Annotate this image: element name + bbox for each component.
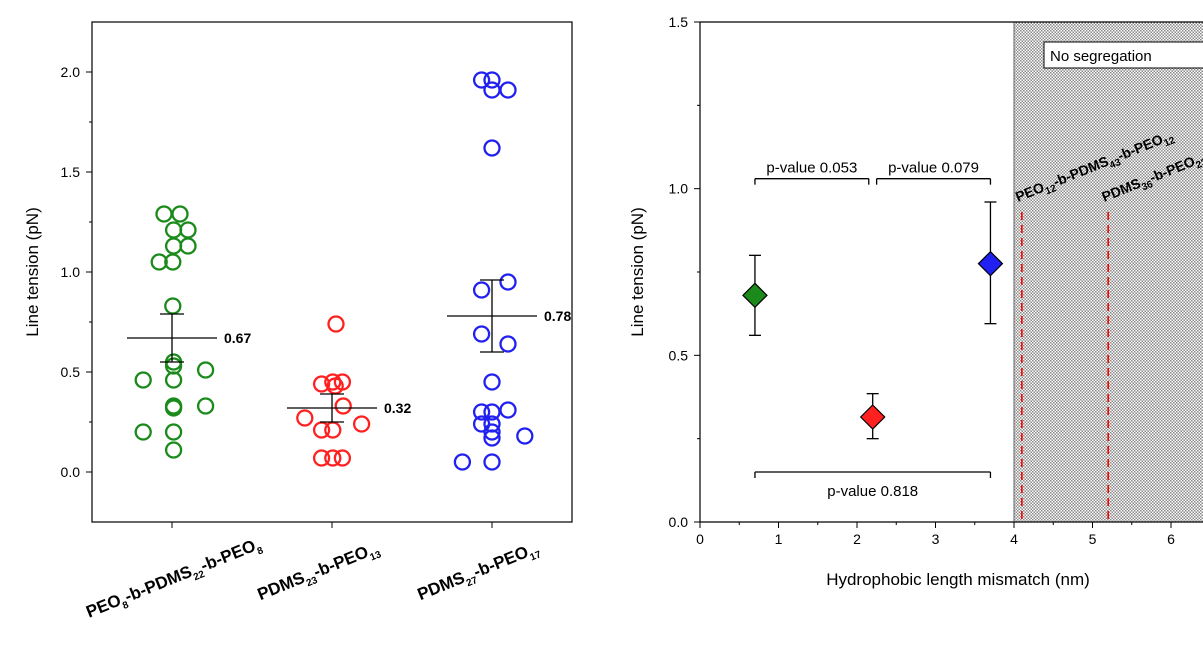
data-point [296,409,314,427]
right-y-tick-label: 1.0 [669,181,689,197]
data-point [164,221,183,239]
left-y-tick-label: 2.0 [61,64,81,80]
right-x-tick-label: 3 [932,531,940,547]
data-point [483,453,501,471]
data-point [472,325,491,343]
category-label: PEO8-b-PDMS22-b-PEO8 [83,534,265,625]
mean-value-label: 0.67 [224,330,251,346]
data-point [171,205,189,223]
right-y-axis-label: Line tension (pN) [628,207,647,336]
left-y-tick-label: 1.5 [61,164,81,180]
data-point [483,139,501,157]
data-point [472,281,491,299]
data-point [150,253,168,271]
category-label: PDMS23-b-PEO13 [255,538,384,608]
right-y-tick-label: 0.5 [669,347,689,363]
data-point [483,373,501,391]
right-y-tick-label: 1.5 [669,14,689,30]
p-value-label: p-value 0.079 [888,160,979,177]
data-point [483,71,501,89]
data-point [312,449,331,467]
data-point [516,427,534,445]
data-point [499,81,517,99]
data-point [155,205,173,223]
right-x-tick-label: 4 [1010,531,1018,547]
data-point [134,423,152,441]
data-point [327,315,345,333]
data-point [164,253,182,271]
diamond-marker [742,282,768,309]
right-x-tick-label: 1 [775,531,783,547]
left-y-tick-label: 0.0 [61,464,81,480]
data-point [499,335,517,353]
diamond-marker [859,404,886,430]
data-point [453,453,472,471]
left-y-tick-label: 0.5 [61,364,81,380]
data-point [472,71,491,89]
data-point [352,415,371,433]
no-segregation-box [1043,41,1203,69]
mean-value-label: 0.32 [384,400,411,416]
data-point [179,221,197,239]
data-point [134,371,152,389]
no-segregation-label: No segregation [1050,48,1152,65]
data-point [324,449,342,467]
data-point [472,403,491,421]
data-point [164,371,183,389]
p-value-label: p-value 0.053 [766,160,857,177]
data-point [483,429,501,447]
data-point [499,401,517,419]
right-y-tick-label: 0.0 [669,514,689,530]
data-point [179,237,197,255]
data-point [499,273,517,291]
right-x-tick-label: 0 [696,531,704,547]
data-point [164,237,183,255]
data-point [334,397,352,415]
data-point [196,397,215,415]
data-point [333,449,352,467]
left-plot-frame [91,21,573,523]
data-point [483,423,501,441]
category-label: PDMS27-b-PEO17 [415,538,544,608]
left-y-tick-label: 1.0 [61,264,81,280]
right-x-axis-label: Hydrophobic length mismatch (nm) [826,570,1090,589]
p-value-label: p-value 0.818 [827,483,918,500]
diamond-marker [977,250,1004,277]
data-point [483,81,501,99]
data-point [164,399,183,417]
data-point [164,297,182,315]
data-point [164,423,183,441]
data-point [483,403,501,421]
data-point [324,421,342,439]
right-x-tick-label: 5 [1089,531,1097,547]
right-x-tick-label: 2 [853,531,861,547]
mean-value-label: 0.78 [544,308,571,324]
left-y-axis-label: Line tension (pN) [23,207,42,336]
data-point [164,441,183,459]
left-panel: 0.0 0.5 1.0 1.5 2.0 Line tension (pN) 0.67 0.… [23,21,573,625]
data-point [196,361,215,379]
right-x-tick-label: 6 [1167,531,1175,547]
